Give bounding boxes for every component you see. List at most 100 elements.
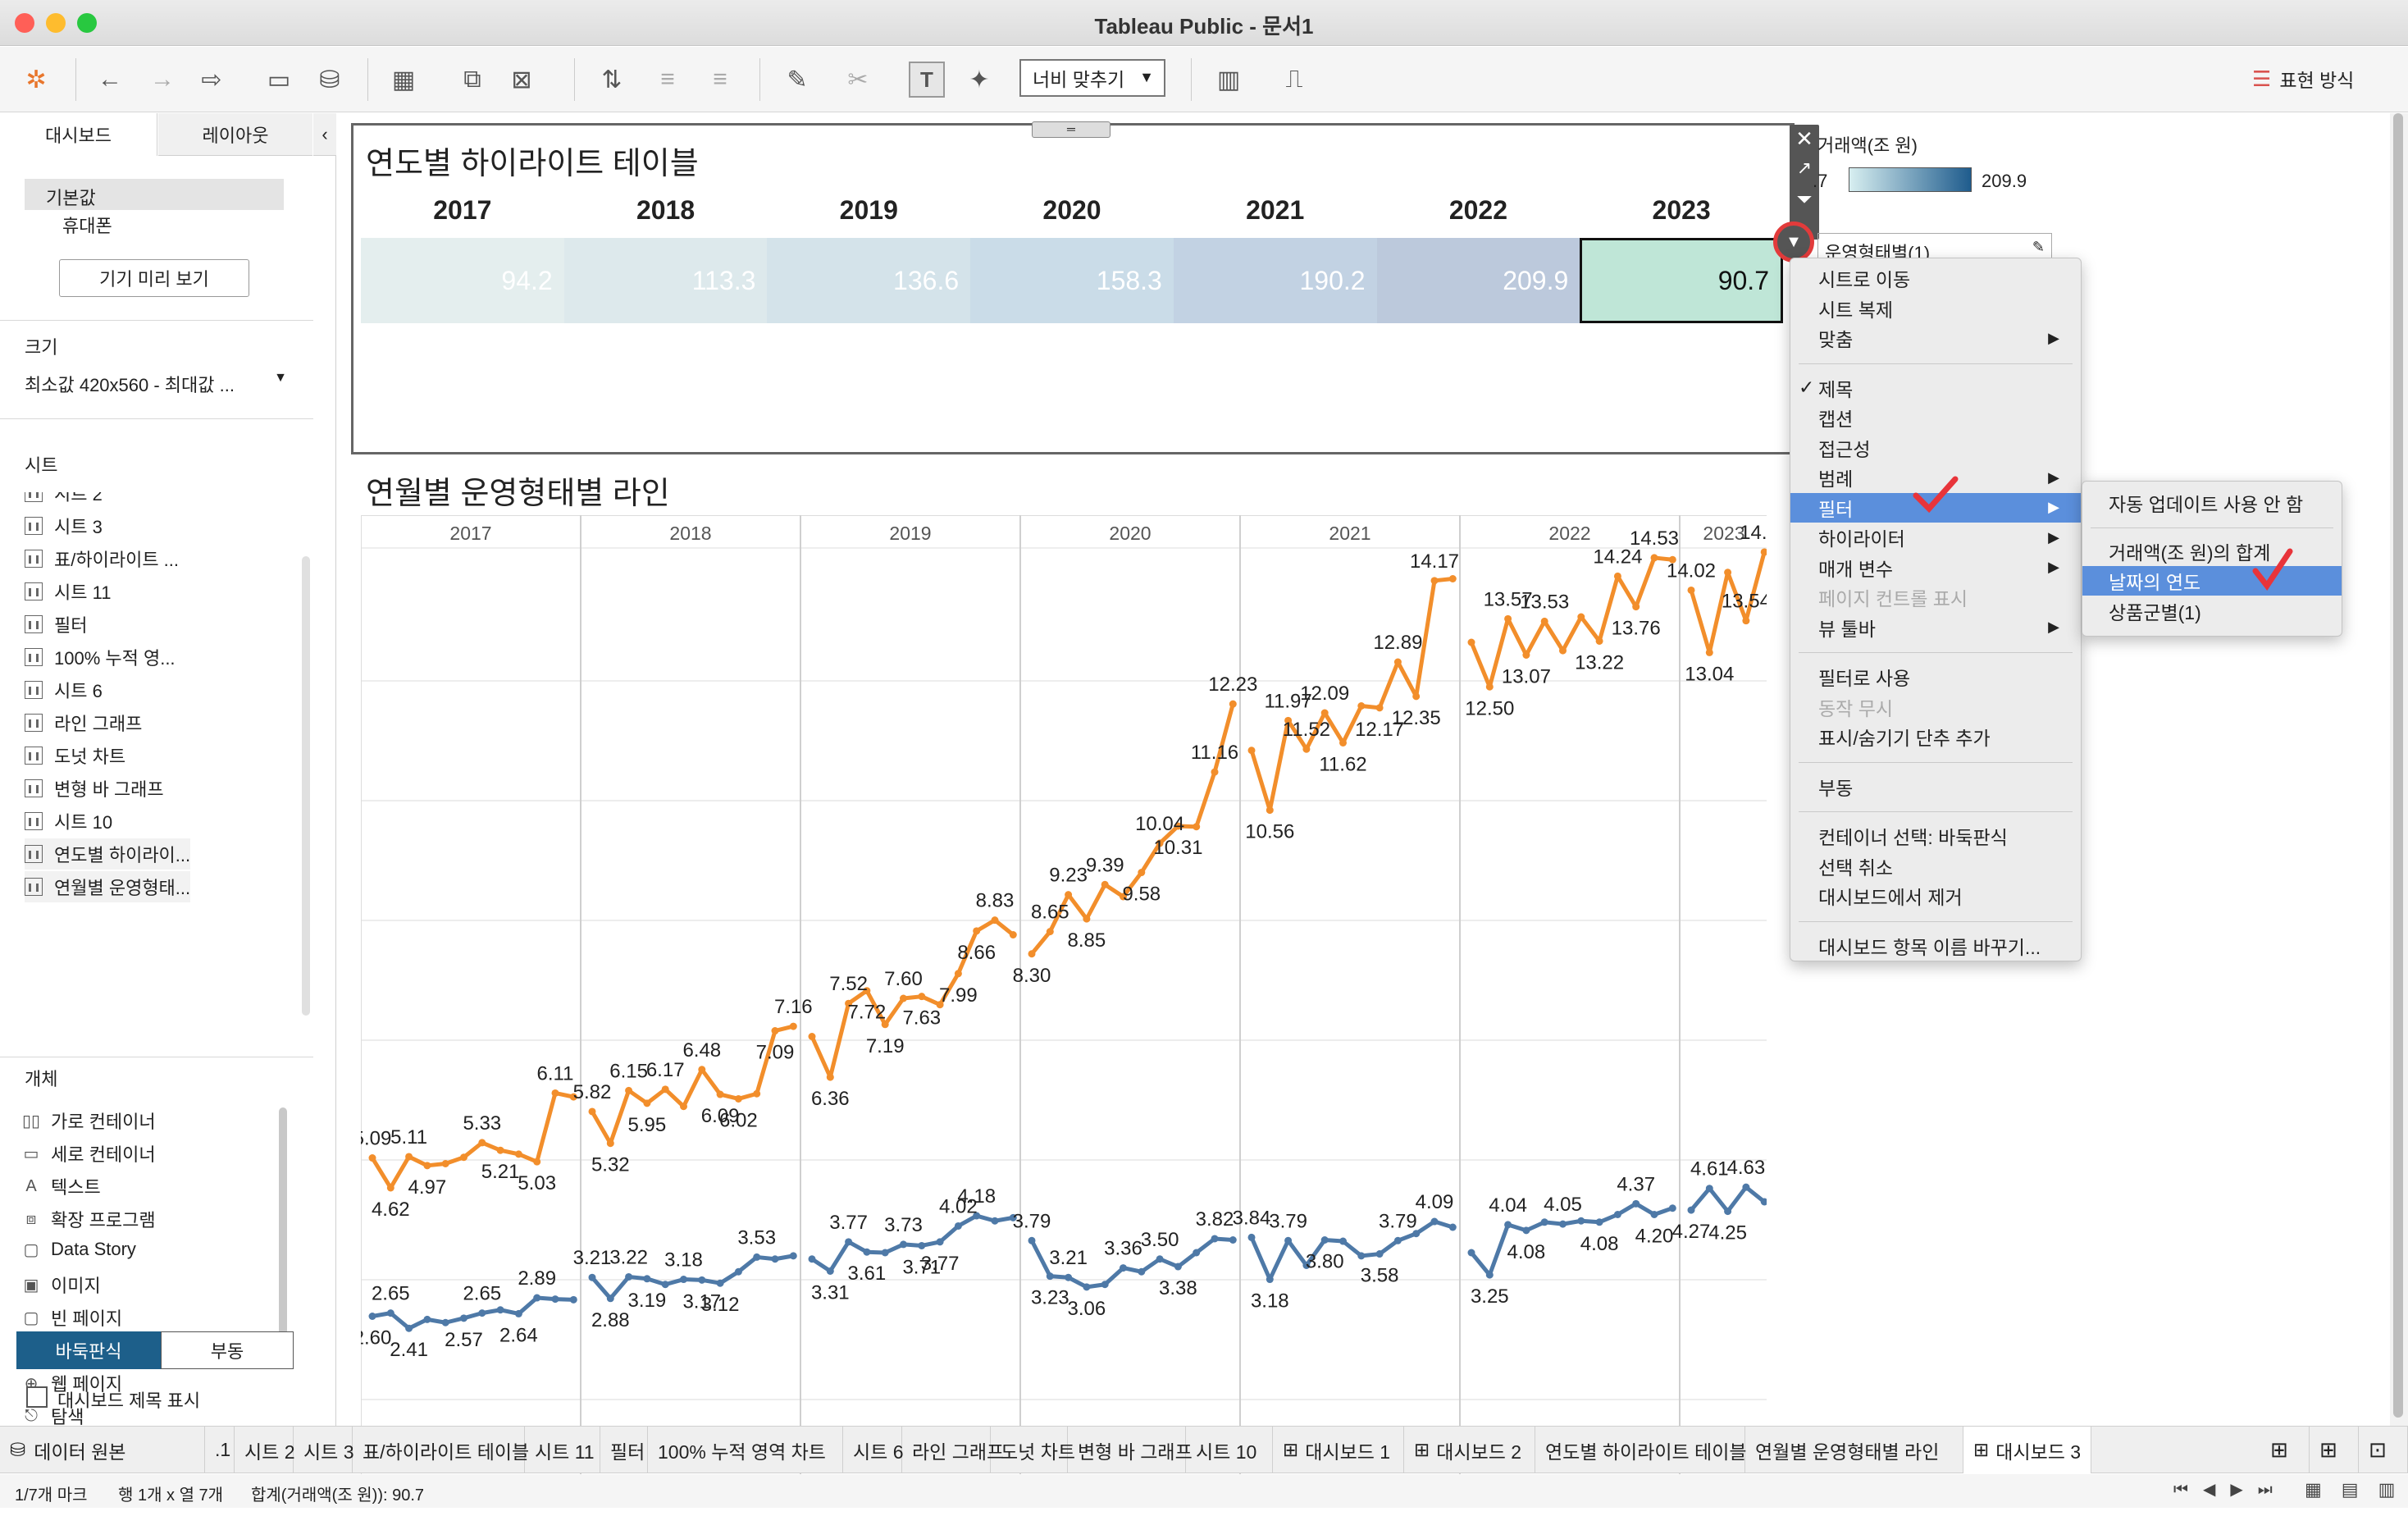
close-icon[interactable]: ✕ (1795, 126, 1813, 151)
highlight-cell[interactable]: 94.2 (361, 238, 564, 323)
object-item[interactable]: ⎋ 탐색 (21, 1403, 84, 1429)
menu-item[interactable]: 필터로 사용 (1790, 662, 2081, 692)
sheet-tab[interactable]: 변형 바 그래프 (1068, 1427, 1193, 1473)
object-item[interactable]: A 텍스트 (21, 1173, 100, 1199)
sheet-item[interactable]: 도넛 차트 (25, 740, 125, 771)
highlight-cell[interactable]: 90.7 (1580, 238, 1783, 323)
object-item[interactable]: ▣ 이미지 (21, 1272, 101, 1298)
sheet-list-scrollbar[interactable] (302, 556, 310, 1016)
highlight-cell[interactable]: 113.3 (563, 238, 768, 323)
menu-item[interactable]: 거래액(조 원)의 합계 (2082, 537, 2342, 566)
close-window-button[interactable] (15, 13, 34, 33)
menu-item[interactable]: 시트로 이동 (1790, 263, 2081, 293)
tab-layout[interactable]: 레이아웃 (158, 113, 312, 156)
menu-item[interactable]: 매개 변수 ▶ (1790, 553, 2081, 582)
sheet-item[interactable]: 100% 누적 영... (25, 642, 176, 673)
tableau-logo-icon[interactable]: ✲ (25, 66, 47, 94)
menu-item[interactable]: 캡션 (1790, 403, 2081, 432)
menu-item[interactable]: 표시/숨기기 단추 추가 (1790, 722, 2081, 751)
duplicate-sheet-icon[interactable]: ⧉ (463, 66, 481, 93)
redo-cycle-icon[interactable]: ⇨ (201, 66, 222, 94)
sheet-item[interactable]: 시트 3 (25, 510, 103, 541)
object-item[interactable]: ▯▯ 가로 컨테이너 (21, 1107, 156, 1134)
sheet-tab[interactable]: ⊞ 대시보드 1 (1273, 1427, 1404, 1473)
menu-item[interactable]: 뷰 툴바 ▶ (1790, 613, 2081, 642)
highlight-pen-icon[interactable]: ✎ (787, 66, 808, 94)
device-phone[interactable]: 휴대폰 (62, 216, 112, 236)
view-mode-icons[interactable]: ▦▤▥ (2305, 1479, 2408, 1500)
sheet-tab[interactable]: 라인 그래프 (902, 1427, 1004, 1473)
highlight-cell[interactable]: 136.6 (767, 238, 971, 323)
sheet-tab[interactable]: ⊞ 대시보드 3 (1963, 1427, 2091, 1473)
legend-color-ramp[interactable] (1849, 167, 1972, 192)
menu-item[interactable]: 접근성 (1790, 433, 2081, 463)
menu-item[interactable]: 페이지 컨트롤 표시 (1790, 582, 2081, 612)
menu-item[interactable]: 맞춤 ▶ (1790, 323, 2081, 353)
menu-item[interactable]: ✓ 제목 (1790, 373, 2081, 403)
sheet-item[interactable]: 시트 6 (25, 674, 103, 705)
sheet-item[interactable]: 시트 10 (25, 806, 112, 837)
menu-item[interactable]: 시트 복제 (1790, 294, 2081, 323)
sheet-item[interactable]: 변형 바 그래프 (25, 773, 164, 804)
sheet-tab[interactable]: 연도별 하이라이트 테이블 (1535, 1427, 1747, 1473)
sheet-tab[interactable]: 시트 10 (1186, 1427, 1273, 1473)
sheet-tab[interactable]: 표/하이라이트 테이블 (353, 1427, 529, 1473)
menu-item[interactable]: 부동 (1790, 772, 2081, 801)
menu-item[interactable]: 대시보드 항목 이름 바꾸기... (1790, 931, 2081, 961)
fit-width-icon[interactable]: ▥ (1216, 66, 1241, 94)
sheet-item[interactable]: 연도별 하이라이... (25, 838, 191, 870)
new-dashboard-tab-icon[interactable]: ⊞ (2310, 1427, 2359, 1473)
maximize-window-button[interactable] (77, 13, 97, 33)
object-item[interactable]: ⧈ 확장 프로그램 (21, 1206, 156, 1232)
sheet-tab[interactable]: 시트 3 (294, 1427, 354, 1473)
device-default[interactable]: 기본값 (25, 179, 284, 210)
menu-item[interactable]: 선택 취소 (1790, 852, 2081, 881)
sheet-item[interactable]: 라인 그래프 (25, 707, 142, 738)
new-worksheet-tab-icon[interactable]: ⊞ (2260, 1427, 2310, 1473)
show-me-button[interactable]: ☰ 표현 방식 (2252, 65, 2354, 93)
device-preview-button[interactable]: 기기 미리 보기 (59, 259, 249, 297)
save-icon[interactable]: ▭ (267, 66, 291, 94)
drag-handle-icon[interactable]: ═ (1032, 121, 1111, 138)
sheet-tab[interactable]: 시트 11 (525, 1427, 600, 1473)
object-list-scrollbar[interactable] (279, 1107, 287, 1354)
new-worksheet-icon[interactable]: ▦ (391, 66, 416, 94)
filter-funnel-icon[interactable]: ⏷ (1796, 189, 1813, 211)
back-arrow-icon[interactable]: ← (98, 66, 122, 93)
object-item[interactable]: ▢ 빈 페이지 (21, 1304, 123, 1331)
sheet-tab[interactable]: .1 (205, 1427, 235, 1473)
menu-item[interactable]: 컨테이너 선택: 바둑판식 (1790, 821, 2081, 851)
sheet-tab[interactable]: 도넛 차트 (991, 1427, 1075, 1473)
presentation-icon[interactable]: ⎍ (1285, 66, 1303, 93)
sheet-item[interactable]: 시트 11 (25, 576, 111, 607)
clear-sheet-icon[interactable]: ⊠ (511, 66, 532, 94)
sheet-tab[interactable]: 시트 2 (235, 1427, 295, 1473)
vertical-scrollbar[interactable] (2393, 113, 2403, 1418)
menu-item[interactable]: 자동 업데이트 사용 안 함 (2082, 488, 2342, 518)
menu-item[interactable]: 동작 무시 (1790, 692, 2081, 722)
tab-dashboard[interactable]: 대시보드 (0, 113, 157, 156)
sheet-item[interactable]: 표/하이라이트 ... (25, 543, 179, 574)
show-labels-icon[interactable]: T (909, 62, 945, 98)
menu-item[interactable]: 날짜의 연도 (2082, 566, 2342, 596)
menu-item[interactable]: 하이라이터 ▶ (1790, 523, 2081, 552)
show-title-checkbox[interactable] (26, 1386, 48, 1408)
data-source-tab[interactable]: ⛁ 데이터 원본 (0, 1427, 205, 1473)
size-dropdown[interactable]: 최소값 420x560 - 최대값 ... ▼ (25, 371, 287, 397)
go-to-sheet-icon[interactable]: ↗ (1796, 158, 1813, 178)
sheet-tab[interactable]: 시트 6 (843, 1427, 904, 1473)
minimize-window-button[interactable] (46, 13, 66, 33)
sheet-tab[interactable]: 연월별 운영형태별 라인 (1745, 1427, 1963, 1473)
sheet-tab[interactable]: 100% 누적 영역 차트 (648, 1427, 843, 1473)
menu-item[interactable]: 대시보드에서 제거 (1790, 881, 2081, 911)
highlight-cell[interactable]: 209.9 (1376, 238, 1580, 323)
sheet-tab[interactable]: 필터 (600, 1427, 648, 1473)
tiled-toggle[interactable]: 바둑판식 (16, 1331, 161, 1369)
forward-arrow-icon[interactable]: → (150, 66, 175, 93)
fit-select[interactable]: 너비 맞추기 ▼ (1019, 59, 1165, 97)
tab-nav-arrows-icon[interactable]: ⏮◀▶⏭ (2173, 1481, 2287, 1499)
object-item[interactable]: ▭ 세로 컨테이너 (21, 1140, 156, 1167)
pin-icon[interactable]: ✦ (969, 66, 990, 94)
highlight-cell[interactable]: 190.2 (1173, 238, 1377, 323)
group-clip-icon[interactable]: ✂ (847, 66, 869, 94)
